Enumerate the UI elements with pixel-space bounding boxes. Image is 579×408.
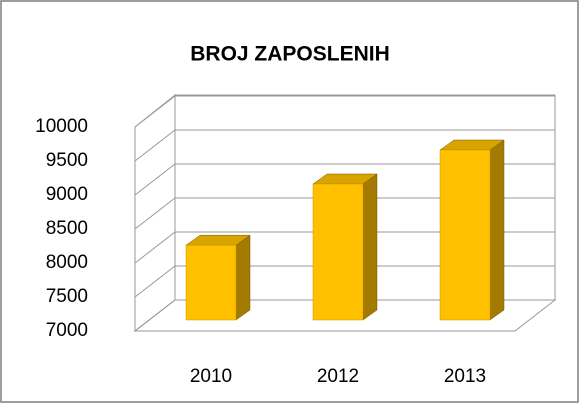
bar — [185, 244, 237, 321]
y-tick-label: 8500 — [46, 218, 88, 239]
x-tick-label: 2013 — [444, 366, 486, 387]
grid-line — [134, 197, 555, 230]
y-tick-label: 7500 — [46, 286, 88, 307]
y-tick-label: 9500 — [46, 150, 88, 171]
chart-title: BROJ ZAPOSLENIH — [190, 43, 390, 66]
grid-line — [134, 129, 555, 162]
bar-side — [362, 173, 378, 321]
bar-side — [235, 234, 251, 321]
grid-line — [134, 95, 555, 128]
grid-line — [134, 163, 555, 196]
y-tick-label: 8000 — [46, 252, 88, 273]
bar — [439, 149, 491, 321]
grid-line — [134, 231, 555, 264]
grid-line — [134, 299, 555, 332]
bar — [312, 183, 364, 321]
x-tick-label: 2010 — [190, 366, 232, 387]
y-tick-label: 7000 — [46, 320, 88, 341]
y-tick-label: 9000 — [46, 184, 88, 205]
x-tick-label: 2012 — [317, 366, 359, 387]
y-tick-label: 10000 — [35, 116, 88, 137]
grid-line — [134, 265, 555, 298]
bar-side — [489, 139, 505, 321]
